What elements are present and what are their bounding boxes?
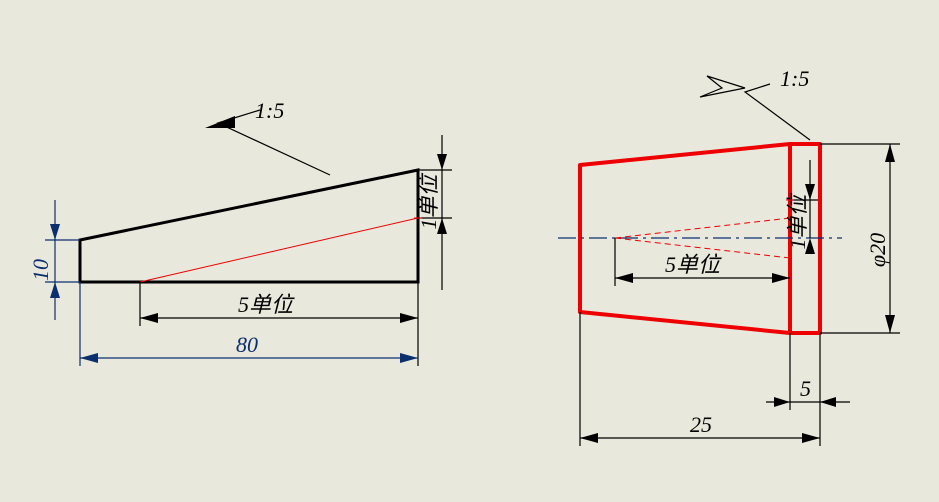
right-taper-label: 1:5 [780, 66, 809, 91]
right-dim-5-text: 5 [800, 376, 811, 401]
left-dim-5unit-text: 5单位 [238, 292, 295, 317]
right-taper-symbol: 1:5 [700, 66, 810, 140]
left-figure: 1:5 10 1单位 5单位 [28, 98, 452, 366]
left-taper-symbol: 1:5 [205, 98, 330, 175]
left-taper-label: 1:5 [255, 98, 284, 123]
left-red-diagonal [140, 218, 418, 282]
right-dim-5unit: 5单位 [615, 238, 790, 286]
right-figure: 1:5 1单位 φ20 5单位 [558, 66, 900, 446]
left-dim-1unit-text: 1单位 [416, 173, 441, 230]
left-dim-10-text: 10 [28, 259, 53, 281]
right-dim-25-text: 25 [690, 412, 712, 437]
right-dim-5: 5 [766, 333, 850, 446]
left-wedge-outline [80, 170, 418, 282]
right-dim-5unit-text: 5单位 [665, 252, 722, 277]
drawing-canvas: 1:5 10 1单位 5单位 [0, 0, 939, 502]
right-dim-1unit-text: 1单位 [785, 193, 810, 250]
left-dim-10: 10 [28, 200, 80, 320]
left-dim-80-text: 80 [236, 332, 258, 357]
right-dim-phi20-text: φ20 [865, 233, 890, 267]
left-dim-1unit: 1单位 [416, 135, 452, 290]
left-dim-5unit: 5单位 [140, 282, 418, 366]
